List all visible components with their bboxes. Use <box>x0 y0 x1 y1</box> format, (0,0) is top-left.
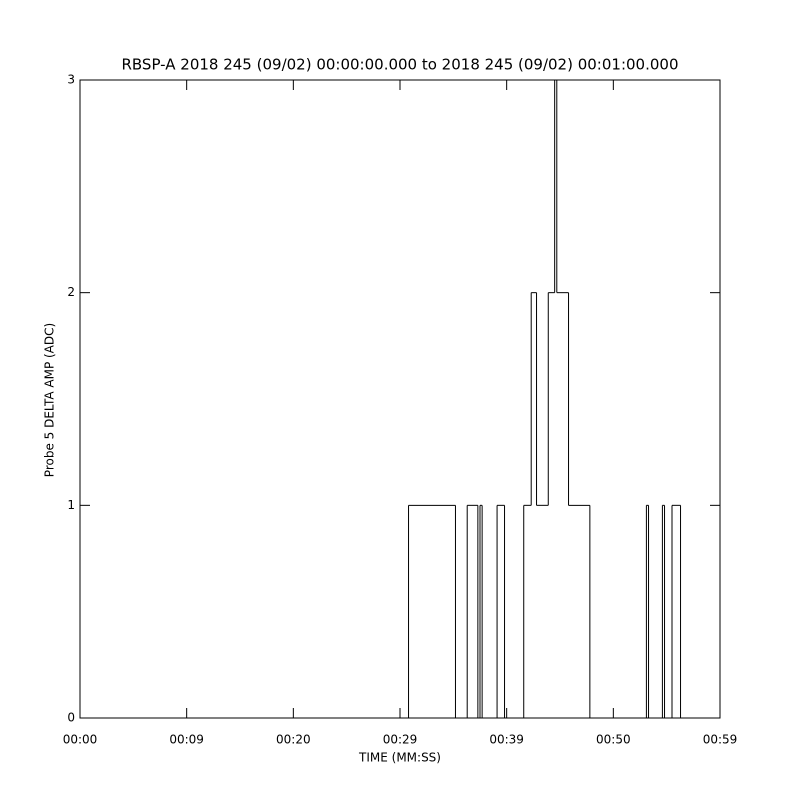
y-tick-label: 3 <box>67 73 75 87</box>
x-tick-label: 00:09 <box>169 733 204 747</box>
y-axis-label: Probe 5 DELTA AMP (ADC) <box>43 323 57 477</box>
y-tick-label: 2 <box>67 285 75 299</box>
chart-title: RBSP-A 2018 245 (09/02) 00:00:00.000 to … <box>121 56 678 74</box>
x-tick-label: 00:50 <box>596 733 631 747</box>
x-tick-label: 00:20 <box>276 733 311 747</box>
y-tick-label: 0 <box>67 711 75 725</box>
x-axis-label: TIME (MM:SS) <box>358 751 441 765</box>
x-tick-label: 00:59 <box>703 733 738 747</box>
x-tick-label: 00:00 <box>63 733 98 747</box>
x-tick-label: 00:29 <box>383 733 418 747</box>
x-tick-label: 00:39 <box>489 733 524 747</box>
y-tick-label: 1 <box>67 498 75 512</box>
